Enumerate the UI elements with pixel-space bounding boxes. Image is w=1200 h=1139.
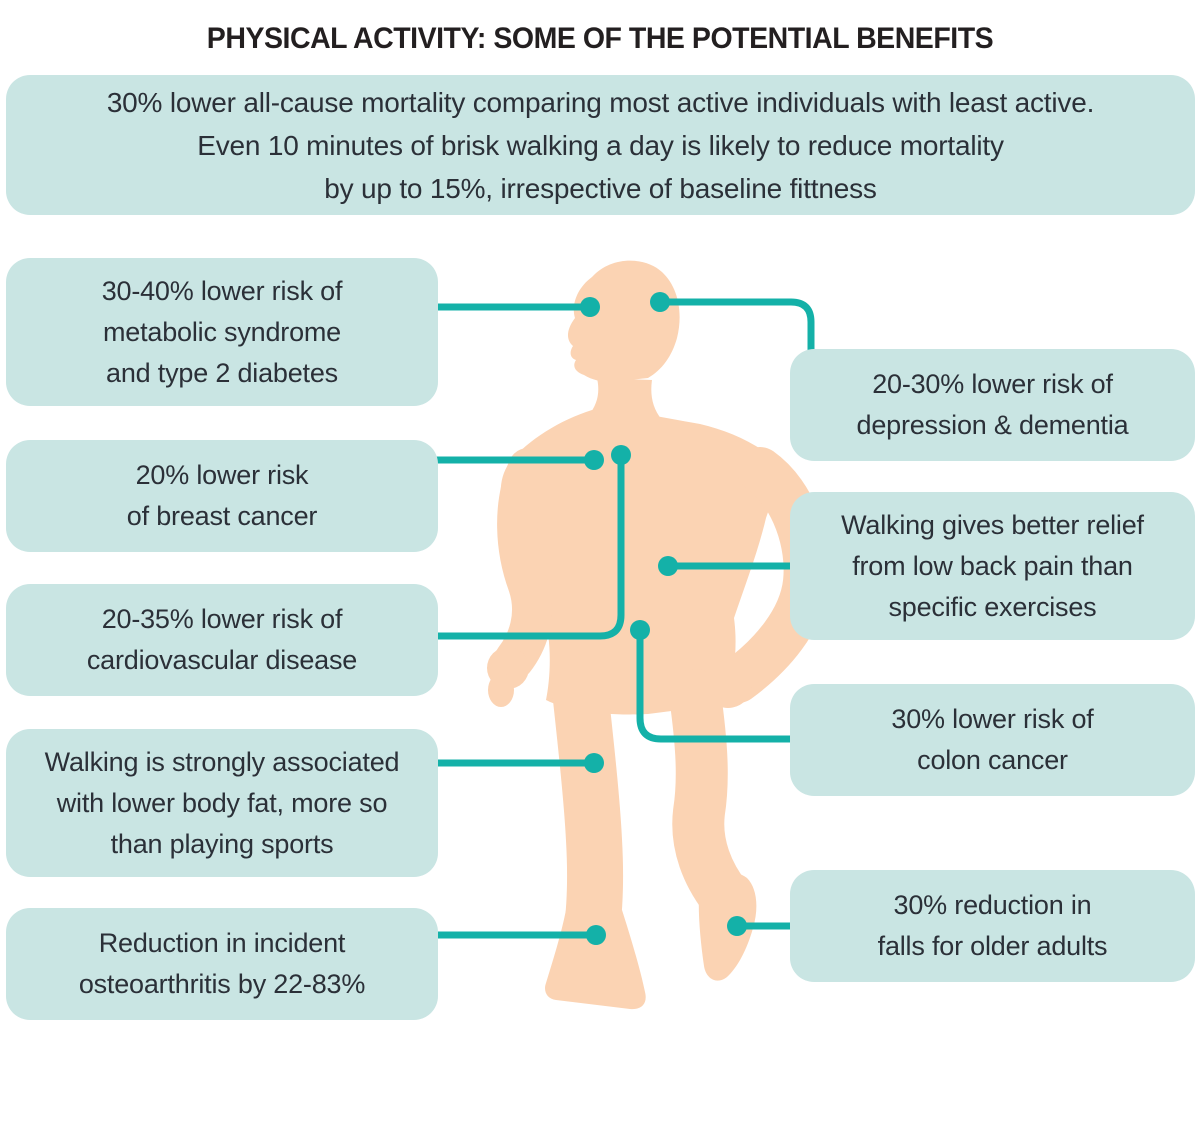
summary-text: 30% lower all-cause mortality comparing …: [106, 86, 1095, 204]
dot-knee: [586, 925, 606, 945]
figure-front-arm: [494, 448, 553, 680]
callout-text: 20-35% lower risk of cardiovascular dise…: [86, 604, 358, 675]
connector-cardiovascular: [434, 462, 625, 640]
dot-breast: [584, 450, 604, 470]
callout-text: 20-30% lower risk of depression & dement…: [856, 369, 1129, 440]
figure-front-fingers: [488, 673, 514, 707]
callout-falls-older-adults: 30% reduction in falls for older adults: [790, 870, 1195, 982]
connector-colon-cancer: [636, 632, 794, 743]
dot-low-back: [658, 556, 678, 576]
figure-front-foot: [545, 910, 646, 1010]
callout-text: Reduction in incident osteoarthritis by …: [78, 928, 366, 999]
figure-front-leg: [552, 662, 624, 948]
callout-text: Walking is strongly associated with lowe…: [44, 746, 400, 859]
callout-text: 30% reduction in falls for older adults: [877, 890, 1108, 961]
summary-box: 30% lower all-cause mortality comparing …: [6, 75, 1195, 215]
callout-text: Walking gives better relief from low bac…: [841, 509, 1144, 622]
figure-neck: [588, 378, 662, 420]
callout-body-fat: Walking is strongly associated with lowe…: [6, 729, 438, 877]
callout-metabolic-syndrome: 30-40% lower risk of metabolic syndrome …: [6, 258, 438, 406]
dot-colon: [630, 620, 650, 640]
callout-depression-dementia: 20-30% lower risk of depression & dement…: [790, 349, 1195, 461]
dot-brain-left: [580, 297, 600, 317]
connector-lines: [434, 298, 815, 939]
callout-colon-cancer: 30% lower risk of colon cancer: [790, 684, 1195, 796]
dot-heart: [611, 445, 631, 465]
callout-breast-cancer: 20% lower risk of breast cancer: [6, 440, 438, 552]
callout-osteoarthritis: Reduction in incident osteoarthritis by …: [6, 908, 438, 1020]
callout-cardiovascular-disease: 20-35% lower risk of cardiovascular dise…: [6, 584, 438, 696]
callout-low-back-pain: Walking gives better relief from low bac…: [790, 492, 1195, 640]
dot-thigh: [584, 753, 604, 773]
connector-depression: [660, 298, 815, 352]
callout-text: 30-40% lower risk of metabolic syndrome …: [101, 275, 343, 388]
callout-text: 30% lower risk of colon cancer: [891, 704, 1094, 775]
callout-text: 20% lower risk of breast cancer: [126, 460, 318, 531]
connector-dots: [580, 292, 747, 945]
page-title: PHYSICAL ACTIVITY: SOME OF THE POTENTIAL…: [206, 22, 994, 55]
figure-back-leg: [669, 669, 752, 924]
figure-head: [567, 260, 680, 382]
dot-brain-right: [650, 292, 670, 312]
dot-ankle: [727, 916, 747, 936]
